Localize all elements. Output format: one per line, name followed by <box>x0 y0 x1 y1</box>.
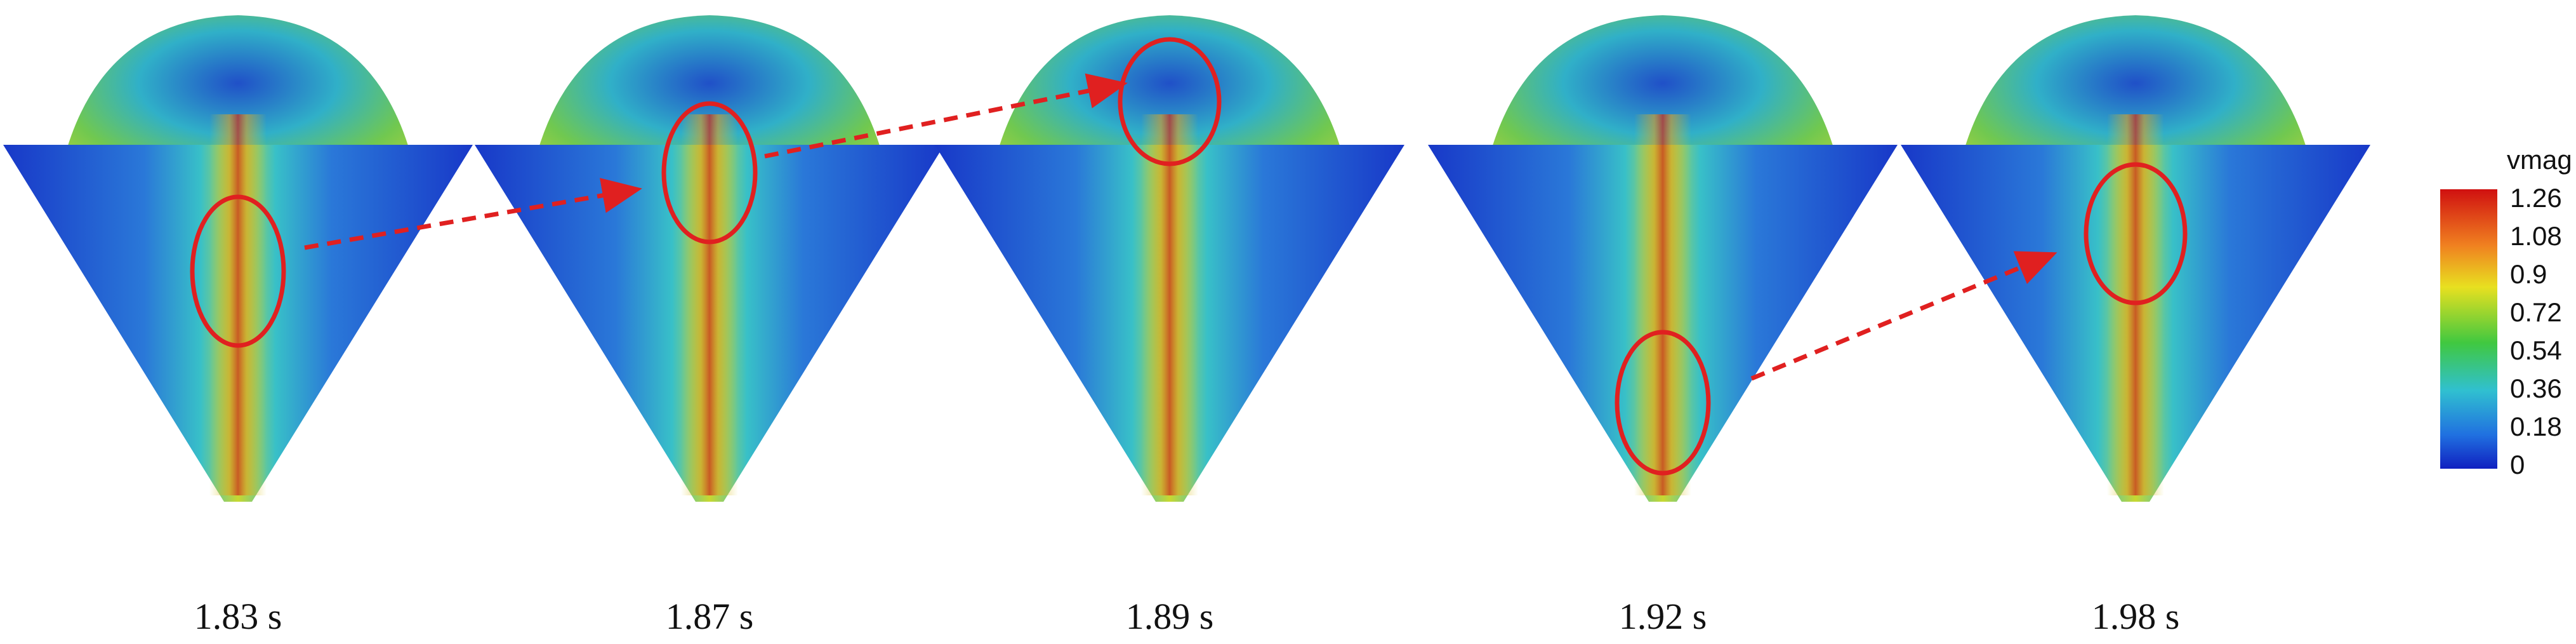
colorbar-tick-label: 1.08 <box>2510 221 2562 251</box>
colorbar <box>2440 189 2497 469</box>
arrow <box>764 73 1128 159</box>
colorbar-tick-label: 0.9 <box>2510 259 2547 289</box>
colorbar-tick-label: 0 <box>2510 450 2525 480</box>
highlight-ellipse <box>2084 162 2188 305</box>
highlight-ellipse <box>190 194 286 348</box>
colorbar-tick-label: 0.36 <box>2510 373 2562 403</box>
colorbar-ticks: 1.26 1.08 0.9 0.72 0.54 0.36 0.18 0 <box>2510 183 2562 480</box>
panels: 1.83 s 1.87 s 1.89 s 1.92 s 1.98 s <box>3 15 2370 637</box>
colorbar-tick-label: 1.26 <box>2510 183 2562 213</box>
colorbar-tick-label: 0.72 <box>2510 297 2562 327</box>
panel-label: 1.87 s <box>666 596 754 637</box>
panel-label: 1.83 s <box>194 596 282 637</box>
colorbar-tick-label: 0.54 <box>2510 335 2562 365</box>
highlight-ellipse <box>661 101 758 245</box>
highlight-ellipse <box>1615 330 1711 476</box>
colorbar-tick-label: 0.18 <box>2510 412 2562 441</box>
panel-label: 1.98 s <box>2092 596 2180 637</box>
arrow <box>304 178 642 250</box>
annotations <box>190 37 2188 476</box>
panel-label: 1.89 s <box>1126 596 1214 637</box>
arrow <box>1750 251 2057 381</box>
plume <box>209 114 267 495</box>
plume <box>681 114 738 495</box>
plume <box>1634 114 1691 495</box>
panel-label: 1.92 s <box>1619 596 1707 637</box>
colorbar-title: vmag <box>2507 145 2572 175</box>
plume <box>1141 114 1198 495</box>
